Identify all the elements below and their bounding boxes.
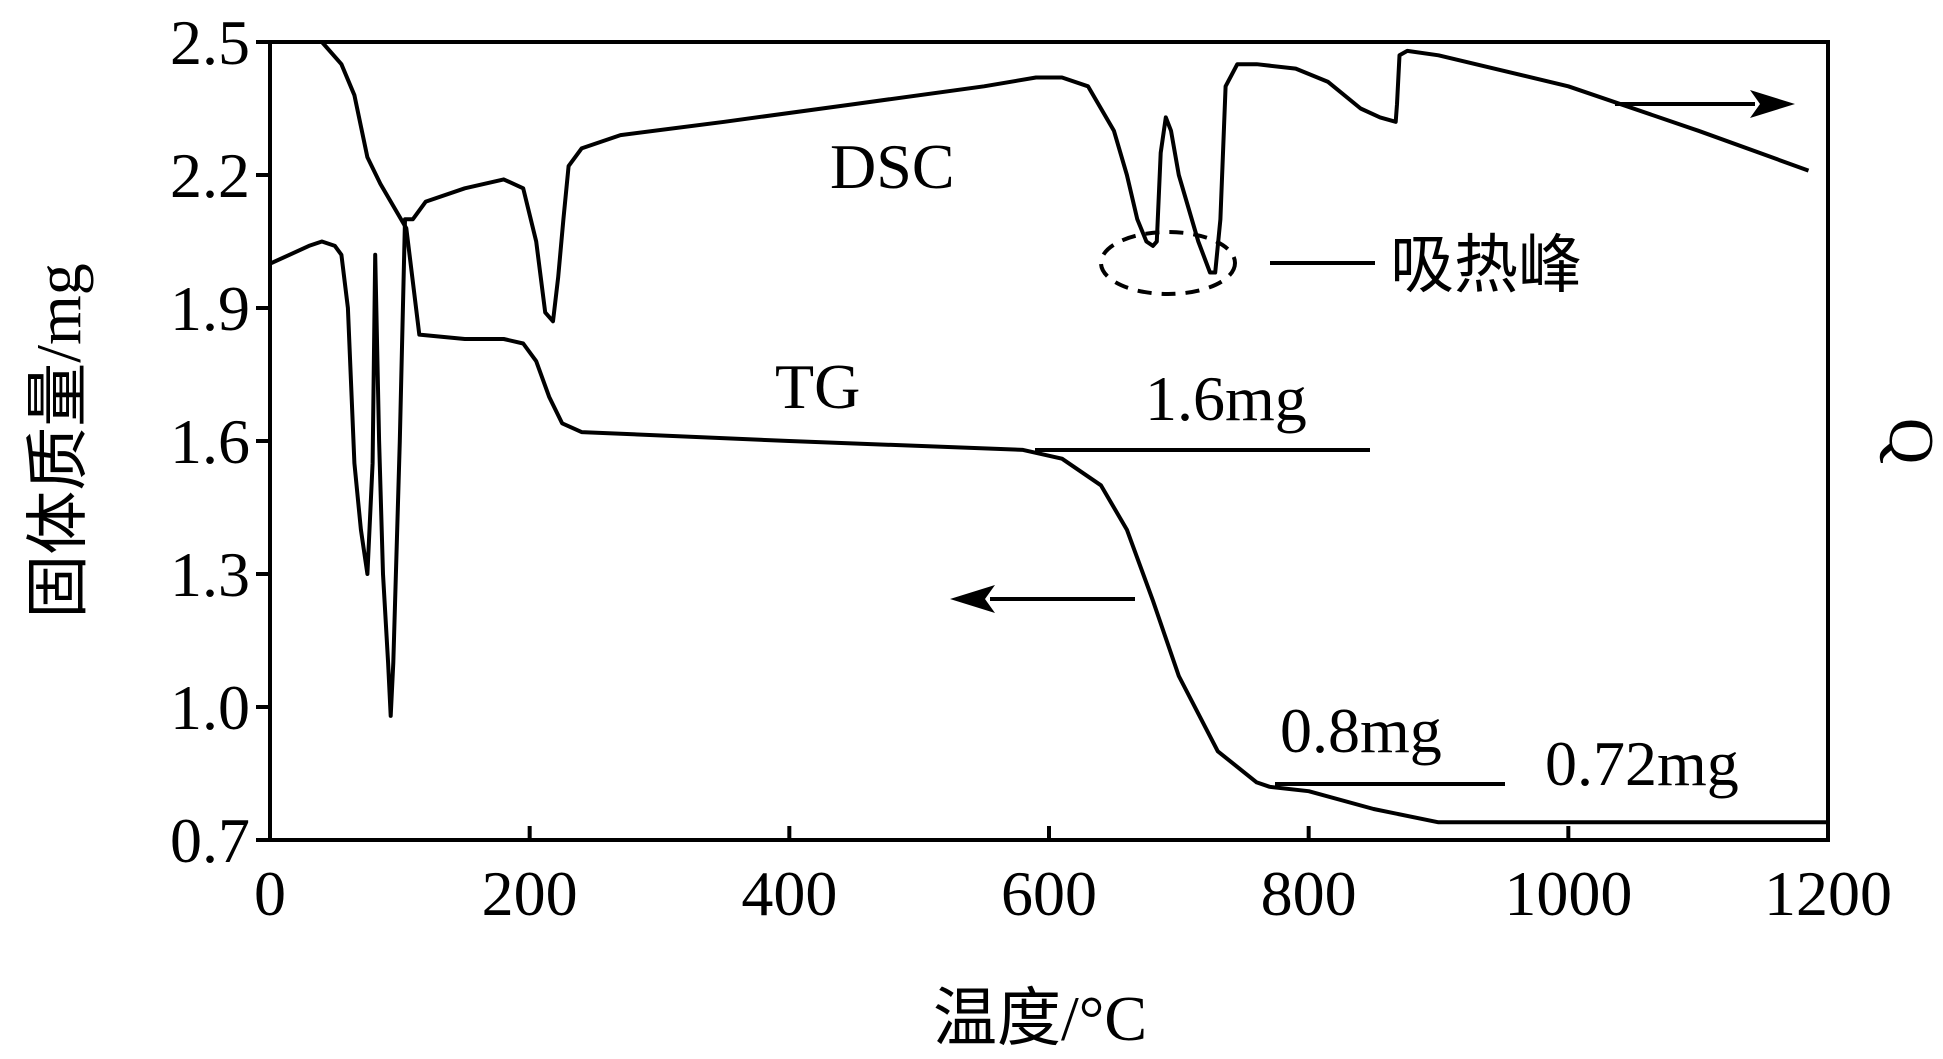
dsc-curve (269, 48, 1810, 718)
y-tick-label: 1.0 (170, 672, 250, 743)
mass-3-label: 0.72mg (1545, 728, 1739, 799)
y-axis-title: 固体质量/mg (23, 263, 94, 619)
y-tick-label: 2.5 (170, 7, 250, 78)
dsc-label: DSC (830, 131, 955, 202)
mass-1-label: 1.6mg (1145, 363, 1307, 434)
tg-label: TG (775, 351, 860, 422)
x-axis-title: 温度/°C (933, 983, 1147, 1054)
y-axis-ticks: 0.7 1.0 1.3 1.6 1.9 2.2 2.5 (170, 7, 270, 876)
mass-2-label: 0.8mg (1280, 695, 1442, 766)
y-tick-label: 0.7 (170, 805, 250, 876)
y2-axis-title: Q (1876, 418, 1943, 464)
y-tick-label: 1.3 (170, 539, 250, 610)
x-tick-label: 1000 (1504, 858, 1632, 929)
x-tick-label: 0 (254, 858, 286, 929)
y-tick-label: 1.6 (170, 406, 250, 477)
plot-frame (268, 40, 1830, 842)
endotherm-label: 吸热峰 (1390, 230, 1582, 301)
x-tick-label: 400 (741, 858, 837, 929)
tg-axis-arrowhead (950, 585, 995, 613)
endotherm-marker-ellipse (1099, 230, 1237, 296)
y-tick-label: 1.9 (170, 273, 250, 344)
dsc-axis-arrowhead (1750, 90, 1795, 118)
x-tick-label: 600 (1001, 858, 1097, 929)
y-tick-label: 2.2 (170, 140, 250, 211)
x-tick-label: 1200 (1764, 858, 1892, 929)
x-tick-label: 800 (1261, 858, 1357, 929)
x-axis-ticks: 0 200 400 600 800 1000 1200 (254, 826, 1892, 929)
tg-curve (270, 40, 1828, 825)
x-tick-label: 200 (482, 858, 578, 929)
